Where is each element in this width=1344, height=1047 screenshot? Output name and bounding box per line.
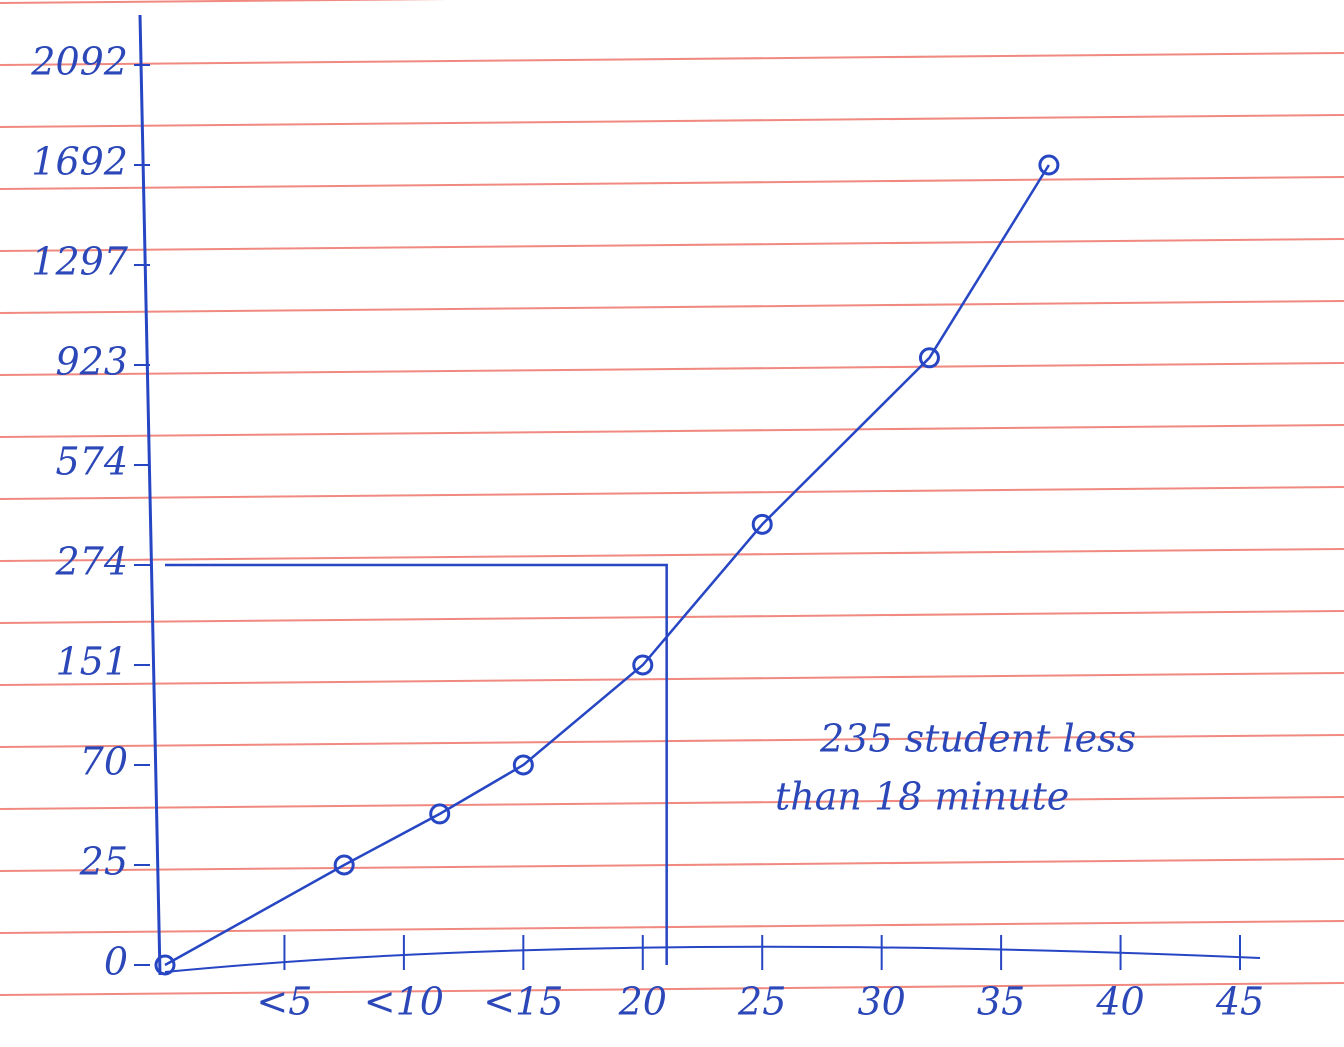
x-tick-label: 20 bbox=[618, 980, 667, 1024]
ruled-line bbox=[0, 176, 1344, 190]
y-axis bbox=[138, 14, 162, 976]
ruled-line bbox=[0, 0, 449, 4]
ruled-line bbox=[0, 920, 1344, 934]
ruled-line bbox=[0, 982, 1344, 996]
point bbox=[632, 654, 654, 676]
y-tick-label: 923 bbox=[55, 340, 128, 384]
ruled-line bbox=[0, 610, 1344, 624]
y-tick-label: 1297 bbox=[31, 240, 129, 284]
x-tick-label: 40 bbox=[1095, 980, 1144, 1024]
y-tick-label: 0 bbox=[104, 940, 128, 984]
y-tick-label: 2092 bbox=[30, 40, 128, 84]
point bbox=[154, 954, 176, 976]
ogive-line bbox=[164, 164, 1050, 967]
y-tick-label: 70 bbox=[80, 740, 128, 784]
x-tick-label: <5 bbox=[256, 980, 312, 1024]
point bbox=[429, 803, 451, 825]
x-tick-label: 35 bbox=[977, 980, 1025, 1024]
ruled-line bbox=[0, 858, 1344, 872]
guide-line bbox=[165, 563, 668, 965]
x-tick-label: 30 bbox=[857, 980, 905, 1024]
ruled-line bbox=[0, 734, 1344, 748]
y-tick-label: 25 bbox=[79, 840, 128, 884]
ruled-line bbox=[0, 424, 1344, 438]
ruled-line bbox=[0, 114, 1344, 128]
ruled-line bbox=[0, 238, 1344, 252]
point bbox=[751, 513, 773, 535]
point bbox=[1038, 154, 1060, 176]
ruled-line bbox=[0, 300, 1344, 314]
x-tick-label: <10 bbox=[364, 980, 444, 1024]
x-tick-label: 25 bbox=[737, 980, 786, 1024]
ruled-paper bbox=[0, 0, 1344, 996]
annotation: than 18 minute bbox=[775, 775, 1069, 819]
point bbox=[333, 854, 355, 876]
point bbox=[512, 754, 534, 776]
ruled-line bbox=[0, 52, 1344, 66]
ruled-line bbox=[0, 362, 1344, 376]
y-tick-label: 1692 bbox=[31, 140, 128, 184]
point bbox=[918, 347, 940, 369]
x-axis bbox=[164, 945, 1261, 973]
y-tick-label: 574 bbox=[55, 440, 128, 484]
x-tick-label: 45 bbox=[1215, 980, 1264, 1024]
ruled-line bbox=[0, 672, 1344, 686]
annotation: 235 student less bbox=[819, 717, 1136, 761]
y-tick-label: 274 bbox=[54, 540, 128, 584]
x-tick-label: <15 bbox=[483, 980, 563, 1024]
y-tick-label: 151 bbox=[55, 640, 128, 684]
ruled-line bbox=[0, 796, 1344, 810]
ruled-line bbox=[0, 548, 1344, 562]
ruled-line bbox=[0, 486, 1344, 500]
